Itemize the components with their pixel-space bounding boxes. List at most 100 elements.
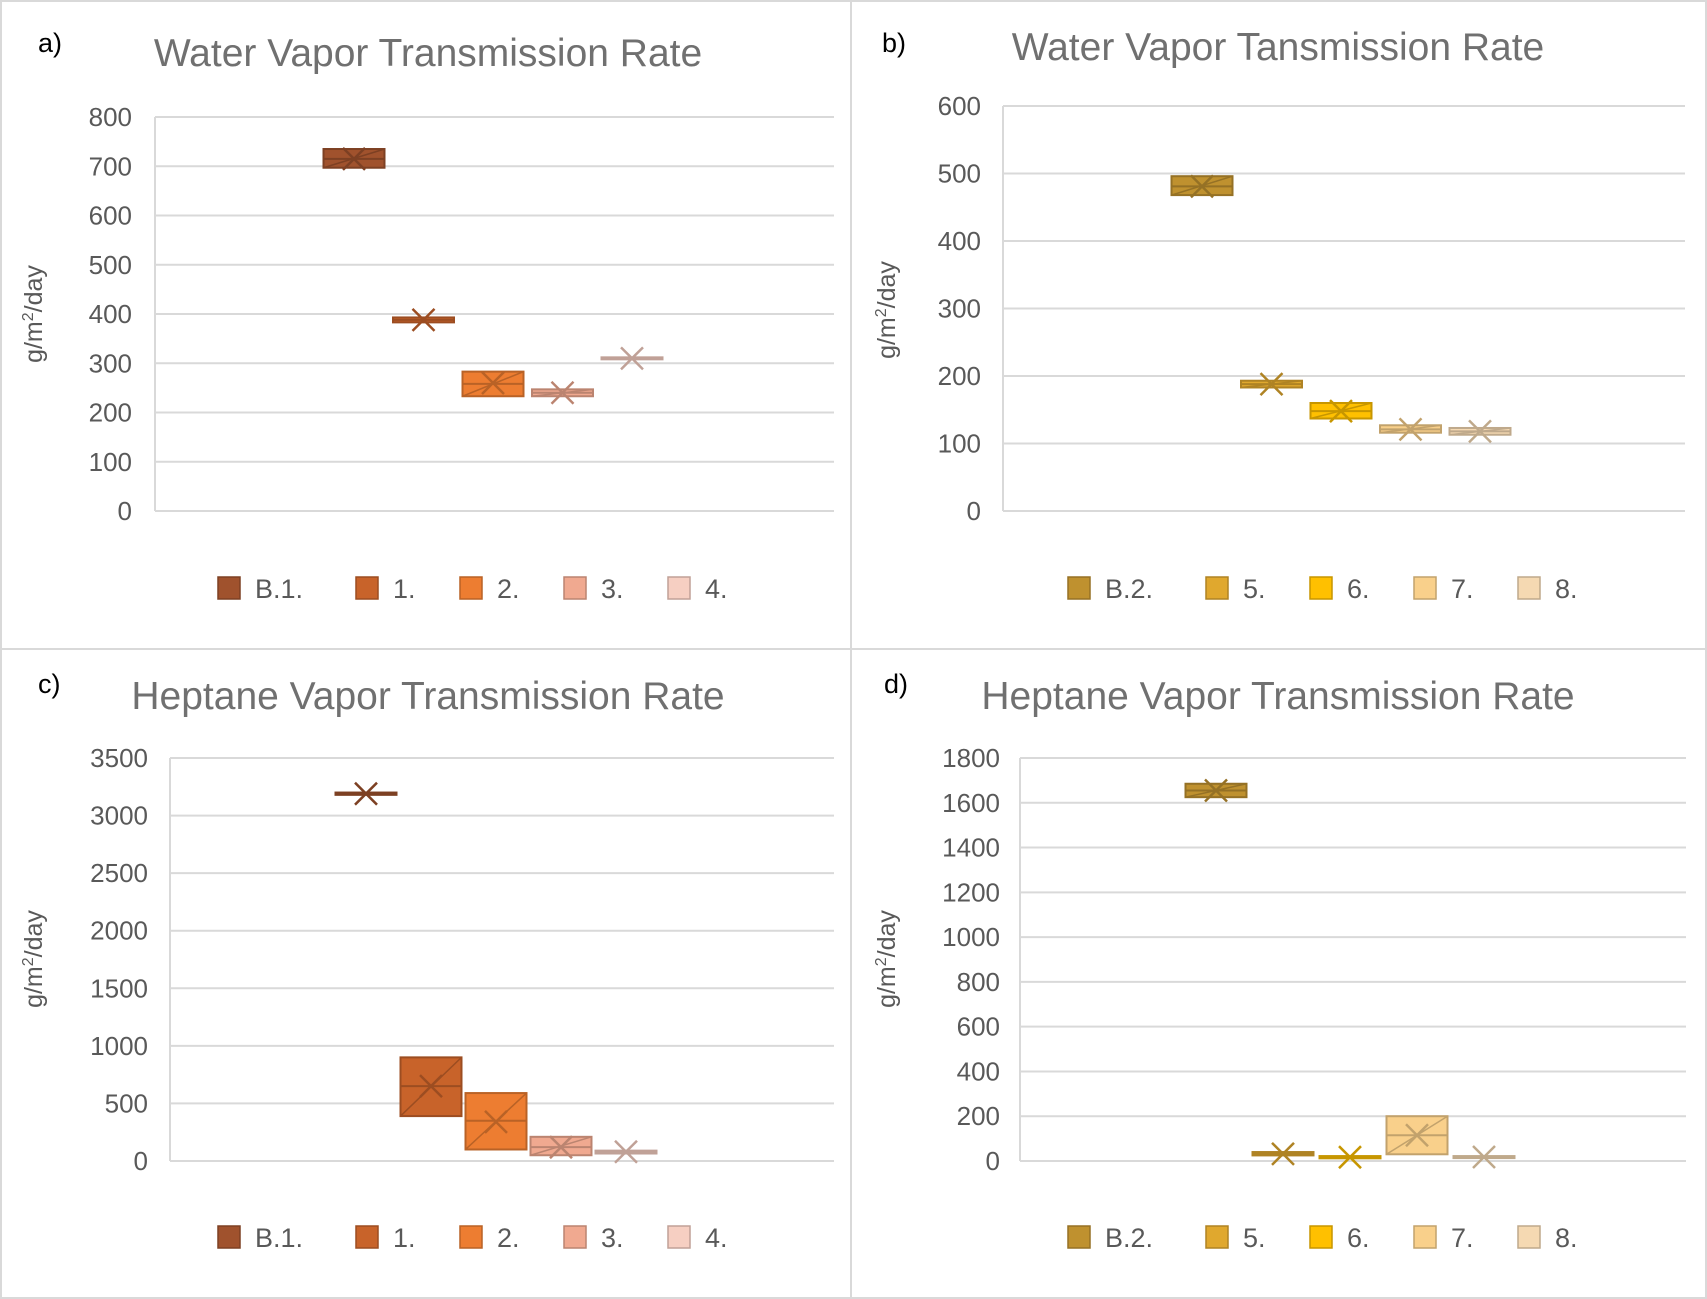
- chart-a: a) Water Vapor Transmission Rate 0 100 200 30…: [20, 28, 834, 604]
- legend-swatch: [355, 1225, 379, 1249]
- y-tick-label: 3500: [90, 743, 148, 773]
- legend-label: 2.: [497, 1223, 520, 1253]
- chart-title: Heptane Vapor Transmission Rate: [981, 675, 1574, 718]
- y-tick-label: 600: [89, 201, 132, 231]
- box-5: [1251, 1141, 1315, 1166]
- legend-item-4[interactable]: 4.: [667, 574, 728, 604]
- legend-item-b1[interactable]: B.1.: [217, 1223, 303, 1253]
- legend-item-1[interactable]: 1.: [355, 574, 416, 604]
- panel-a: a) Water Vapor Transmission Rate 0 100 200 30…: [0, 0, 852, 650]
- y-tick-label: 300: [89, 348, 132, 378]
- y-axis-label: g/m2/day: [873, 910, 901, 1008]
- mean-marker: [1468, 419, 1492, 444]
- y-tick-label: 700: [89, 151, 132, 181]
- legend-swatch: [1205, 576, 1229, 600]
- legend-swatch: [217, 576, 241, 600]
- panel-letter: a): [38, 28, 62, 58]
- legend-label: 2.: [497, 574, 520, 604]
- box-3: [531, 380, 594, 405]
- mean-marker: [550, 380, 575, 405]
- box-b2: [1184, 778, 1248, 803]
- legend-item-8[interactable]: 8.: [1517, 574, 1578, 604]
- box-5: [1240, 372, 1303, 396]
- legend-swatch: [217, 1225, 241, 1249]
- legend-swatch: [667, 576, 691, 600]
- legend-label: 3.: [601, 574, 624, 604]
- legend-label: 1.: [393, 1223, 416, 1253]
- y-tick-label: 400: [957, 1056, 1000, 1086]
- box-2: [464, 1092, 528, 1151]
- y-axis-label: g/m2/day: [20, 265, 48, 363]
- y-axis-label-superscript: 2: [873, 308, 890, 317]
- chart-d: d) Heptane Vapor Transmission Rate 0 200 400…: [873, 669, 1686, 1253]
- y-axis-label-rest: /day: [873, 261, 901, 309]
- y-tick-label: 600: [938, 91, 981, 121]
- legend-item-5[interactable]: 5.: [1205, 574, 1266, 604]
- legend-label: 8.: [1555, 574, 1578, 604]
- legend-item-6[interactable]: 6.: [1309, 1223, 1370, 1253]
- mean-marker: [481, 371, 505, 395]
- y-axis-label-rest: /day: [20, 910, 48, 958]
- y-tick-label: 600: [957, 1012, 1000, 1042]
- y-tick-label: 1000: [90, 1031, 148, 1061]
- y-tick-label: 2500: [90, 858, 148, 888]
- legend-item-7[interactable]: 7.: [1413, 1223, 1474, 1253]
- chart-b: b) Water Vapor Tansmission Rate 0 100 200 300…: [873, 26, 1685, 604]
- legend-label: 4.: [705, 574, 728, 604]
- y-tick-label: 300: [938, 294, 981, 324]
- legend-item-7[interactable]: 7.: [1413, 574, 1474, 604]
- legend-item-1[interactable]: 1.: [355, 1223, 416, 1253]
- box-b1: [322, 146, 386, 171]
- legend-label: B.2.: [1105, 1223, 1153, 1253]
- legend-item-2[interactable]: 2.: [459, 1223, 520, 1253]
- legend-item-b2[interactable]: B.2.: [1067, 574, 1153, 604]
- legend-label: 5.: [1243, 1223, 1266, 1253]
- box-b2: [1170, 174, 1234, 199]
- chart-title: Water Vapor Tansmission Rate: [1012, 26, 1545, 69]
- mean-marker: [1204, 778, 1228, 803]
- legend-swatch: [1517, 1225, 1541, 1249]
- chart-title: Water Vapor Transmission Rate: [154, 32, 702, 75]
- legend-swatch: [667, 1225, 691, 1249]
- y-axis-label-superscript: 2: [20, 312, 37, 321]
- box-b1: [334, 781, 398, 806]
- legend-label: 6.: [1347, 574, 1370, 604]
- box-2: [461, 370, 525, 398]
- y-tick-label: 0: [134, 1146, 148, 1176]
- panel-b: b) Water Vapor Tansmission Rate 0 100 200 300…: [850, 0, 1707, 650]
- legend-item-3[interactable]: 3.: [563, 574, 624, 604]
- legend-item-b2[interactable]: B.2.: [1067, 1223, 1153, 1253]
- legend-label: B.1.: [255, 1223, 303, 1253]
- y-tick-label: 1500: [90, 973, 148, 1003]
- box-8: [1448, 419, 1512, 444]
- panel-letter: c): [38, 669, 61, 699]
- legend-item-4[interactable]: 4.: [667, 1223, 728, 1253]
- legend-label: B.2.: [1105, 574, 1153, 604]
- y-axis-label-rest: /day: [20, 265, 48, 313]
- legend-item-b1[interactable]: B.1.: [217, 574, 303, 604]
- mean-marker: [411, 308, 436, 332]
- legend-item-2[interactable]: 2.: [459, 574, 520, 604]
- y-axis-label-base: g/m: [20, 966, 48, 1008]
- legend-swatch: [563, 576, 587, 600]
- legend-swatch: [1205, 1225, 1229, 1249]
- legend-item-8[interactable]: 8.: [1517, 1223, 1578, 1253]
- mean-marker: [549, 1135, 573, 1160]
- box-7: [1385, 1115, 1449, 1156]
- legend-item-5[interactable]: 5.: [1205, 1223, 1266, 1253]
- legend-label: 8.: [1555, 1223, 1578, 1253]
- box-4: [594, 1139, 658, 1164]
- legend-item-6[interactable]: 6.: [1309, 574, 1370, 604]
- y-tick-label: 1200: [942, 877, 1000, 907]
- panel-d: d) Heptane Vapor Transmission Rate 0 200 400…: [850, 648, 1707, 1299]
- chart-c: c) Heptane Vapor Transmission Rate 0 500 100…: [20, 669, 834, 1253]
- mean-marker: [1329, 399, 1353, 423]
- legend-item-3[interactable]: 3.: [563, 1223, 624, 1253]
- mean-marker: [1338, 1145, 1362, 1170]
- y-tick-label: 0: [118, 496, 132, 526]
- y-axis-label-superscript: 2: [873, 957, 890, 966]
- y-tick-label: 1000: [942, 922, 1000, 952]
- legend-swatch: [459, 576, 483, 600]
- box-1: [399, 1056, 463, 1118]
